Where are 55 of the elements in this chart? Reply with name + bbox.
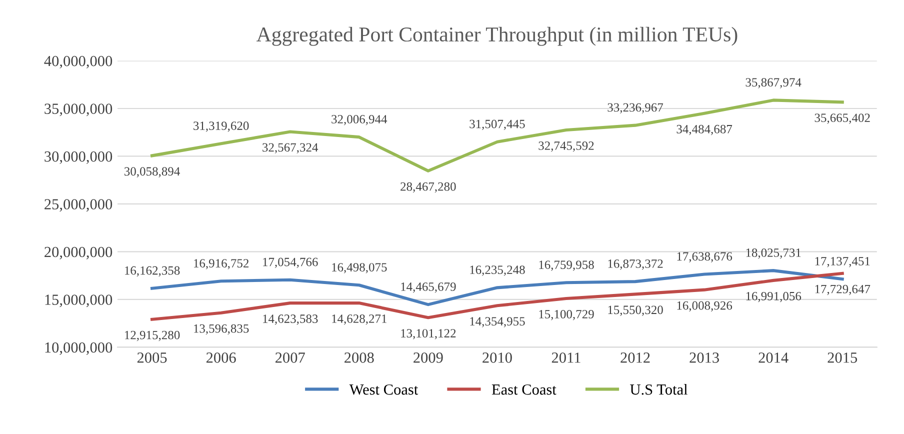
x-tick-label: 2010 [482,352,512,363]
data-label: 32,567,324 [262,143,318,154]
data-label: 31,507,445 [470,120,525,130]
data-label: 17,137,451 [815,257,870,268]
data-label: 30,058,894 [124,167,180,178]
x-tick-label: 2013 [690,352,719,363]
data-label: 16,759,958 [539,260,594,271]
data-label: 15,550,320 [608,306,663,316]
legend-label: West Coast [349,384,418,395]
y-tick-label: 15,000,000 [45,294,112,308]
x-tick-label: 2011 [552,352,580,363]
data-label: 16,498,075 [332,263,387,274]
x-tick-label: 2014 [758,352,788,363]
data-label: 32,745,592 [538,142,594,152]
chart-title: Aggregated Port Container Throughput (in million TEUs) [256,26,738,46]
x-tick-label: 2006 [206,352,236,363]
data-label: 18,025,731 [746,248,801,259]
x-tick-label: 2008 [344,352,374,363]
y-tick-label: 25,000,000 [44,199,112,212]
data-label: 15,100,729 [539,310,594,320]
x-tick-label: 2007 [275,352,305,363]
data-label: 17,729,647 [815,284,870,296]
data-label: 14,354,955 [470,317,525,328]
data-label: 16,991,056 [746,292,802,302]
data-label: 13,596,835 [194,324,249,335]
data-label: 16,008,926 [677,301,732,312]
data-label: 35,867,974 [746,78,802,88]
data-label: 16,916,752 [194,259,249,270]
x-tick-label: 2009 [414,352,443,363]
data-label: 16,235,248 [470,266,525,276]
y-tick-label: 20,000,000 [44,246,112,260]
data-label: 13,101,122 [401,329,456,340]
y-tick-label: 40,000,000 [44,56,112,68]
data-label: 28,467,280 [400,182,456,193]
x-tick-label: 2005 [137,352,167,363]
legend-label: U.S Total [630,384,688,395]
data-label: 16,873,372 [608,259,663,270]
data-label: 33,236,967 [608,103,664,114]
data-label: 14,628,271 [332,314,387,325]
data-label: 17,638,676 [677,252,732,262]
data-label: 16,162,358 [125,266,180,277]
data-label: 12,915,280 [125,330,180,342]
x-tick-label: 2015 [828,352,858,363]
data-label: 14,465,679 [401,282,456,293]
y-tick-label: 35,000,000 [44,104,112,116]
x-tick-label: 2012 [620,352,650,363]
y-tick-label: 10,000,000 [45,342,112,355]
data-label: 31,319,620 [194,122,249,132]
data-label: 35,665,402 [814,114,870,124]
data-label: 32,006,944 [332,114,388,126]
y-tick-label: 30,000,000 [44,151,112,164]
data-label: 17,054,766 [263,258,318,268]
data-label: 14,623,583 [263,314,318,325]
legend-label: East Coast [492,384,556,395]
data-label: 34,484,687 [676,124,732,136]
